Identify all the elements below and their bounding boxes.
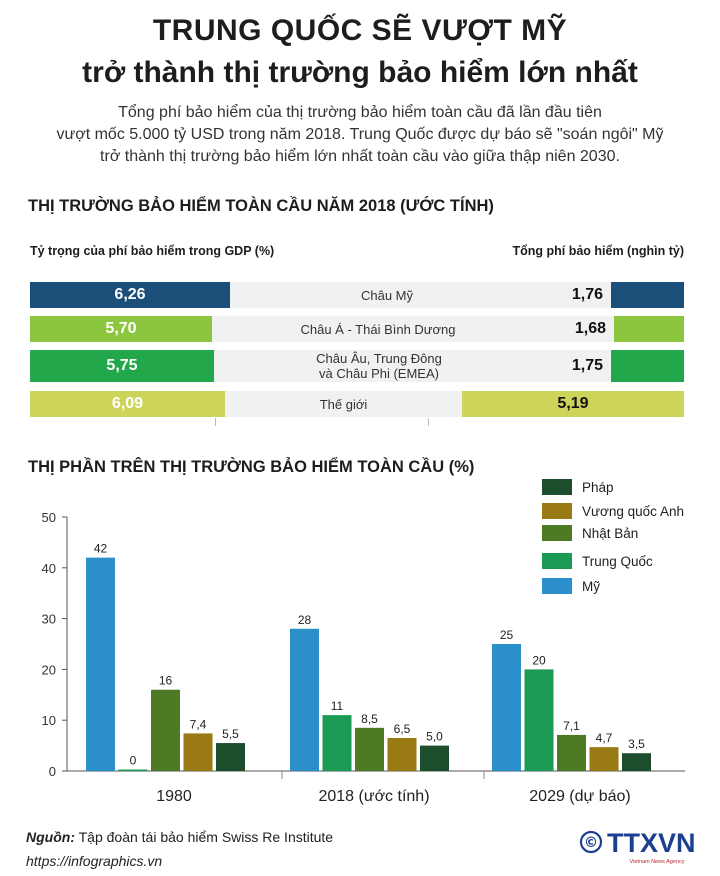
premium-bar <box>611 350 684 382</box>
y-tick-label: 50 <box>42 510 56 525</box>
y-tick-label: 0 <box>49 764 56 779</box>
column-divider-tick <box>215 418 216 426</box>
market-share-chart: 0 10 20 30 40 50 42 0 16 7,4 5,5 1980 28 11 8,5 6,5 5,0 2… <box>42 479 685 805</box>
bar-value-label: 20 <box>532 653 546 667</box>
bar-0-2 <box>492 644 521 771</box>
bar-value-label: 8,5 <box>361 712 378 726</box>
region-label: Châu Âu, Trung Đông và Châu Phi (EMEA) <box>316 351 442 381</box>
bar-value-label: 4,7 <box>596 731 613 745</box>
bar-3-2 <box>589 747 619 771</box>
bar-4-0 <box>216 743 245 771</box>
premium-value: 1,75 <box>571 357 603 374</box>
gdp-share-bar <box>30 350 214 382</box>
bar-value-label: 11 <box>331 699 344 713</box>
bar-value-label: 7,4 <box>190 717 207 731</box>
legend-swatch <box>542 525 572 541</box>
x-category-label: 1980 <box>156 788 192 805</box>
premium-value: 5,19 <box>557 395 589 412</box>
gdp-share-bar <box>30 316 212 342</box>
legend-label: Mỹ <box>582 579 600 594</box>
bar-value-label: 5,0 <box>426 730 443 744</box>
gdp-share-value: 6,26 <box>114 286 146 303</box>
market-row: 5,75 1,75 Châu Âu, Trung Đông và Châu Phi (… <box>30 350 684 382</box>
website-link[interactable]: https://infographics.vn <box>26 853 163 869</box>
copyright-icon: © <box>584 835 598 851</box>
bar-0-0 <box>86 557 115 771</box>
gdp-share-bar <box>30 391 225 417</box>
section-title-market-2018: THỊ TRƯỜNG BẢO HIỂM TOÀN CẦU NĂM 2018 (Ư… <box>28 197 494 215</box>
premium-header: Tổng phí bảo hiểm (nghìn tỷ) <box>512 244 684 258</box>
region-label: Thế giới <box>319 396 368 412</box>
bar-value-label: 5,5 <box>222 727 239 741</box>
bar-4-2 <box>622 753 651 771</box>
intro-line-3: trở thành thị trường bảo hiểm lớn nhất t… <box>100 148 620 165</box>
source-label: Nguồn: <box>26 829 75 845</box>
bar-2-0 <box>151 689 180 771</box>
logo-wordmark: TTXVN <box>607 828 696 858</box>
legend-label: Trung Quốc <box>582 554 653 569</box>
bar-1-0 <box>118 769 148 771</box>
y-tick-label: 20 <box>42 662 56 677</box>
gdp-share-value: 6,09 <box>111 395 144 412</box>
bar-value-label: 3,5 <box>628 737 645 751</box>
legend-label: Pháp <box>582 480 614 495</box>
subheadline: trở thành thị trường bảo hiểm lớn nhất <box>82 56 638 89</box>
logo-subtitle: Vietnam News Agency <box>630 859 685 865</box>
x-category-label: 2018 (ước tính) <box>318 788 429 805</box>
source-line: Nguồn: Tập đoàn tái bảo hiểm Swiss Re In… <box>26 829 333 845</box>
gdp-share-value: 5,75 <box>106 357 138 374</box>
y-tick-label: 40 <box>42 561 56 576</box>
bar-value-label: 0 <box>130 754 137 768</box>
bar-3-0 <box>183 733 213 771</box>
column-divider-tick <box>428 418 429 426</box>
market-row: 5,70 1,68 Châu Á - Thái Bình Dương <box>30 316 684 342</box>
gdp-share-value: 5,70 <box>105 320 137 337</box>
bar-3-1 <box>387 737 417 771</box>
legend-label: Vương quốc Anh <box>582 504 684 519</box>
bar-0-1 <box>290 628 319 771</box>
bar-1-2 <box>524 669 554 771</box>
gdp-share-header: Tỷ trọng của phí bảo hiểm trong GDP (%) <box>30 244 275 258</box>
gdp-share-bar <box>30 282 230 308</box>
premium-bar <box>611 282 684 308</box>
bar-value-label: 6,5 <box>394 722 411 736</box>
region-label: Châu Mỹ <box>360 287 414 303</box>
y-tick-label: 10 <box>42 713 56 728</box>
source-text: Tập đoàn tái bảo hiểm Swiss Re Institute <box>74 829 334 845</box>
premium-bar <box>614 316 684 342</box>
y-tick-label: 30 <box>42 612 56 627</box>
bar-value-label: 16 <box>159 674 173 688</box>
legend-swatch <box>542 479 572 495</box>
x-category-label: 2029 (dự báo) <box>529 788 630 805</box>
premium-value: 1,76 <box>571 286 603 303</box>
intro-line-1: Tổng phí bảo hiểm của thị trường bảo hiể… <box>118 104 602 121</box>
premium-bar <box>462 391 684 417</box>
headline: TRUNG QUỐC SẼ VƯỢT MỸ <box>152 14 568 47</box>
legend-swatch <box>542 503 572 519</box>
premium-value: 1,68 <box>574 320 606 337</box>
bar-value-label: 25 <box>500 628 514 642</box>
bar-2-1 <box>355 727 384 771</box>
legend-label: Nhật Bản <box>582 526 638 541</box>
intro-line-2: vượt mốc 5.000 tỷ USD trong năm 2018. Tr… <box>56 126 664 143</box>
bar-value-label: 28 <box>298 613 312 627</box>
market-row: 6,09 5,19 Thế giới <box>30 391 684 417</box>
region-label: Châu Á - Thái Bình Dương <box>300 321 456 337</box>
legend-swatch <box>542 578 572 594</box>
legend-swatch <box>542 553 572 569</box>
bar-2-2 <box>557 734 586 771</box>
bar-4-1 <box>420 745 449 771</box>
market-row: 6,26 1,76 Châu Mỹ <box>30 282 684 308</box>
bar-1-1 <box>322 715 352 771</box>
bar-value-label: 42 <box>94 542 108 556</box>
bar-value-label: 7,1 <box>563 719 580 733</box>
section-title-market-share: THỊ PHẦN TRÊN THỊ TRƯỜNG BẢO HIỂM TOÀN C… <box>28 458 475 476</box>
ttxvn-logo: © TTXVN Vietnam News Agency <box>579 828 696 865</box>
